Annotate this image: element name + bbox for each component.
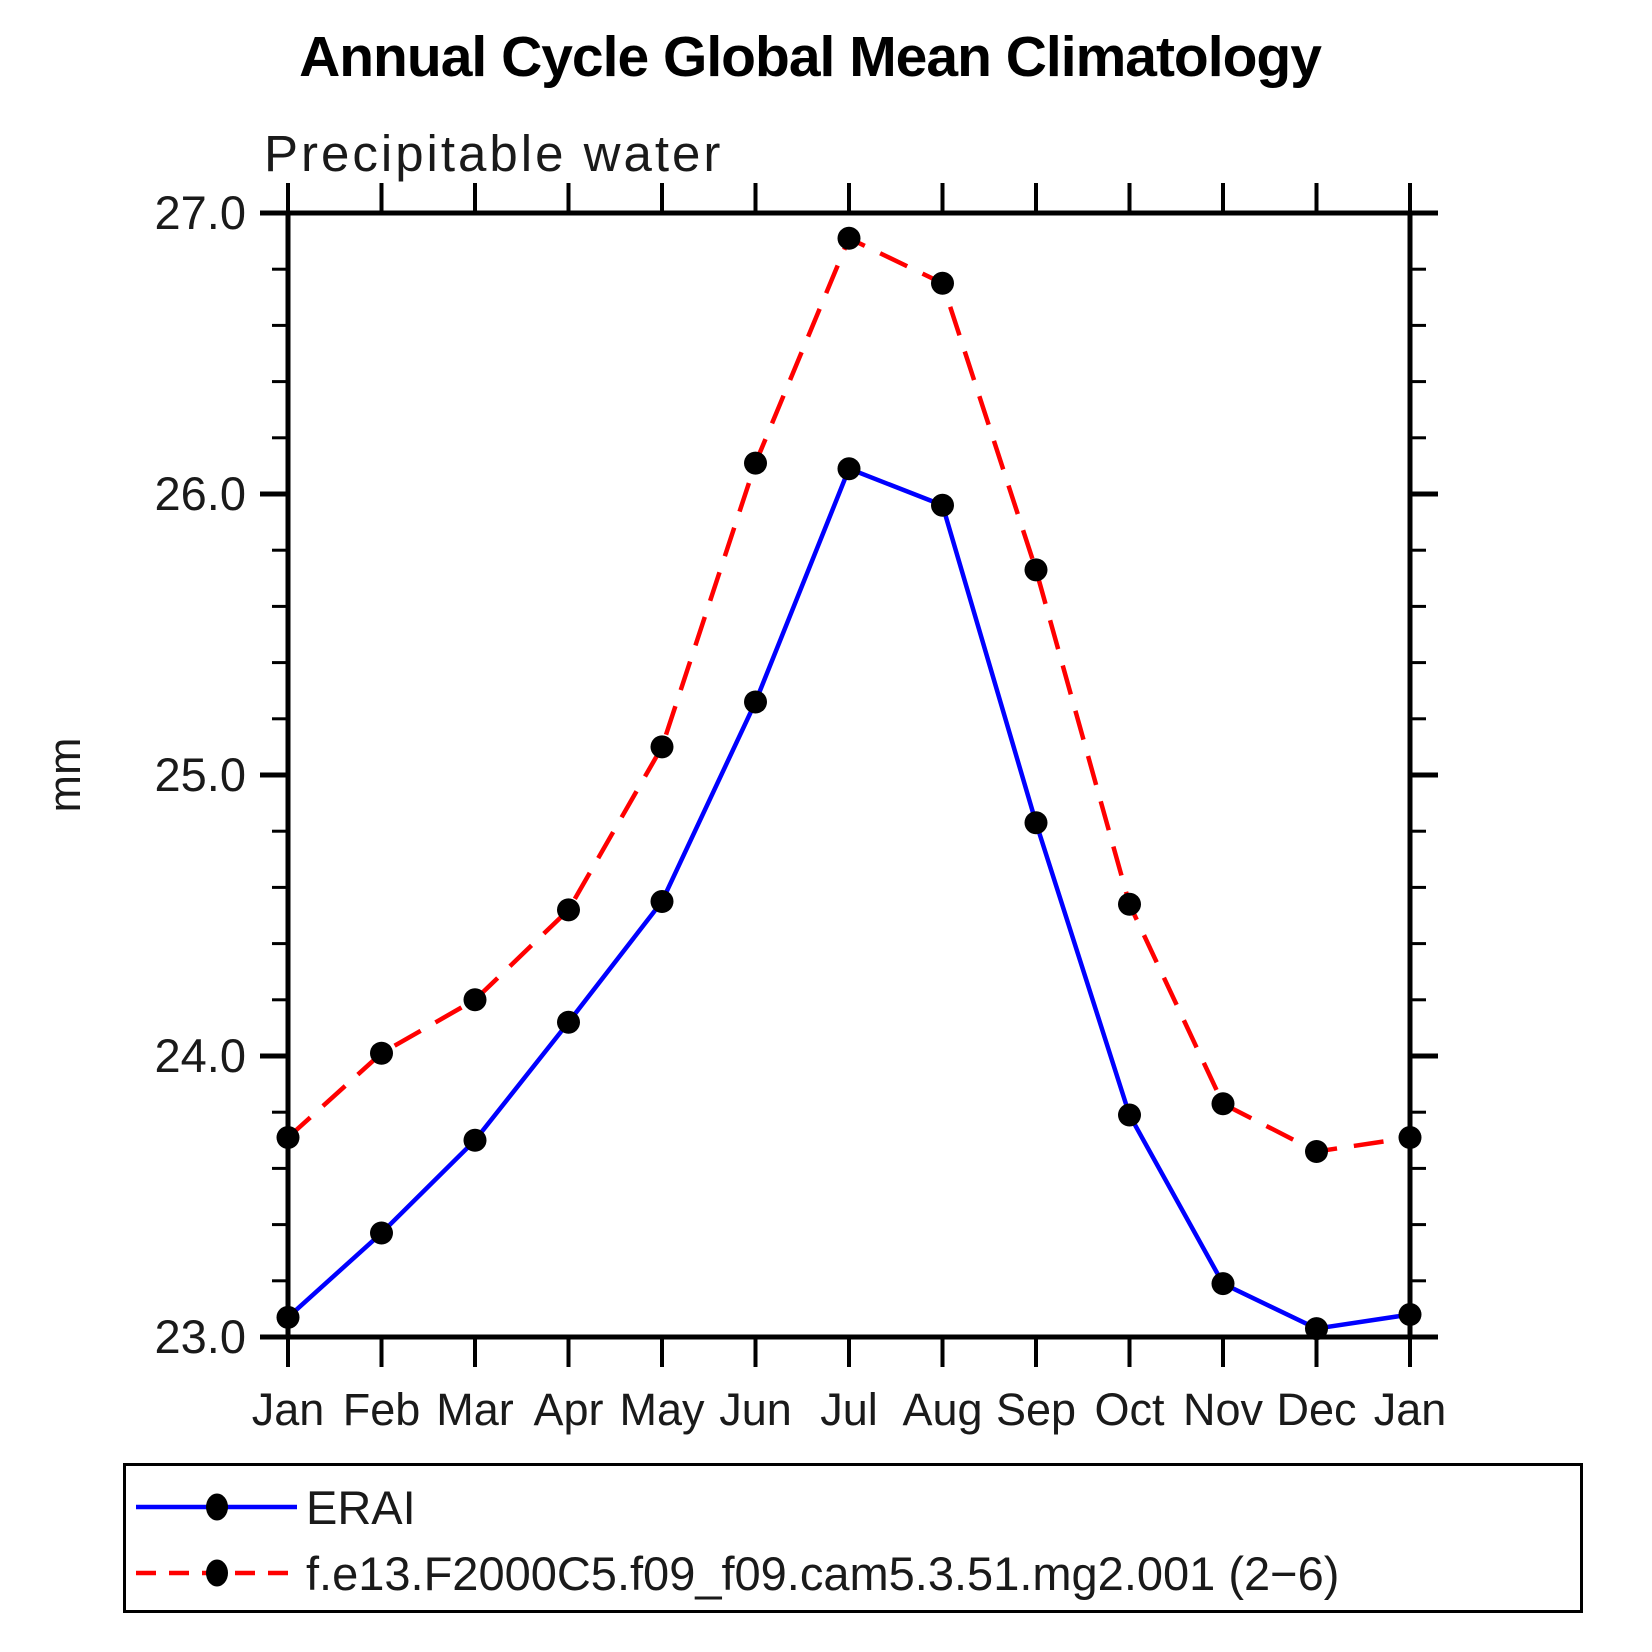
x-axis-month-label: Oct [1094,1384,1165,1435]
data-point [650,735,674,759]
x-axis-month-label: Jun [719,1384,792,1435]
chart-title: Annual Cycle Global Mean Climatology [299,25,1322,89]
data-point [1118,1103,1141,1127]
legend-label-erai: ERAI [306,1480,416,1534]
x-axis-month-label: Sep [996,1384,1076,1435]
data-point [1211,1092,1235,1116]
y-axis-label: mm [39,738,90,813]
legend-line-sample-erai [136,1493,297,1521]
x-axis-month-label: Dec [1276,1384,1356,1435]
legend-entry-model: f.e13.F2000C5.f09_f09.cam5.3.51.mg2.001 … [130,1540,1339,1606]
y-axis-tick-label: 24.0 [155,1029,246,1082]
legend: ERAI f.e13.F2000C5.f09_f09.cam5.3.51.mg2… [123,1463,1583,1613]
legend-sample-marker [206,1493,228,1521]
y-axis-tick-label: 27.0 [155,186,246,239]
x-axis-month-label: Aug [902,1384,982,1435]
data-point [557,898,580,922]
data-point [650,889,674,913]
data-point [370,1041,393,1065]
legend-label-model: f.e13.F2000C5.f09_f09.cam5.3.51.mg2.001 … [306,1546,1340,1600]
legend-sample-marker [206,1559,228,1587]
x-axis-month-label: Jul [820,1384,878,1435]
data-point [931,493,954,517]
data-point [837,226,861,250]
x-axis-month-label: Jan [1374,1384,1447,1435]
data-point [1118,892,1141,916]
x-axis-month-label: Feb [343,1384,421,1435]
data-point [744,451,767,475]
data-point [463,1128,487,1152]
data-point [1305,1317,1328,1341]
legend-line-sample-model [136,1559,297,1587]
legend-entry-erai: ERAI [130,1474,416,1540]
data-point [744,690,767,714]
chart-subtitle: Precipitable water [264,125,724,182]
x-axis-month-label: Nov [1183,1384,1264,1435]
data-point [1211,1272,1235,1296]
data-point [463,988,487,1012]
data-point [276,1305,300,1329]
data-point [1024,811,1048,835]
plot-frame [285,210,1413,1340]
data-point [1398,1125,1422,1149]
data-point [370,1221,393,1245]
data-point [837,457,861,481]
data-point [1024,558,1048,582]
y-axis-tick-label: 25.0 [155,748,246,801]
data-point [1398,1303,1422,1327]
x-axis-month-label: May [619,1384,705,1435]
series-line-erai [286,465,1411,1331]
data-point [931,271,954,295]
y-axis-tick-label: 23.0 [155,1310,246,1363]
series-line-model [286,235,1411,1154]
y-axis-tick-label: 26.0 [155,467,246,520]
data-point [557,1010,580,1034]
data-point [276,1125,300,1149]
x-axis-month-label: Apr [533,1384,603,1435]
x-axis-month-label: Mar [436,1384,514,1435]
x-axis-month-label: Jan [252,1384,325,1435]
data-point [1305,1140,1328,1164]
